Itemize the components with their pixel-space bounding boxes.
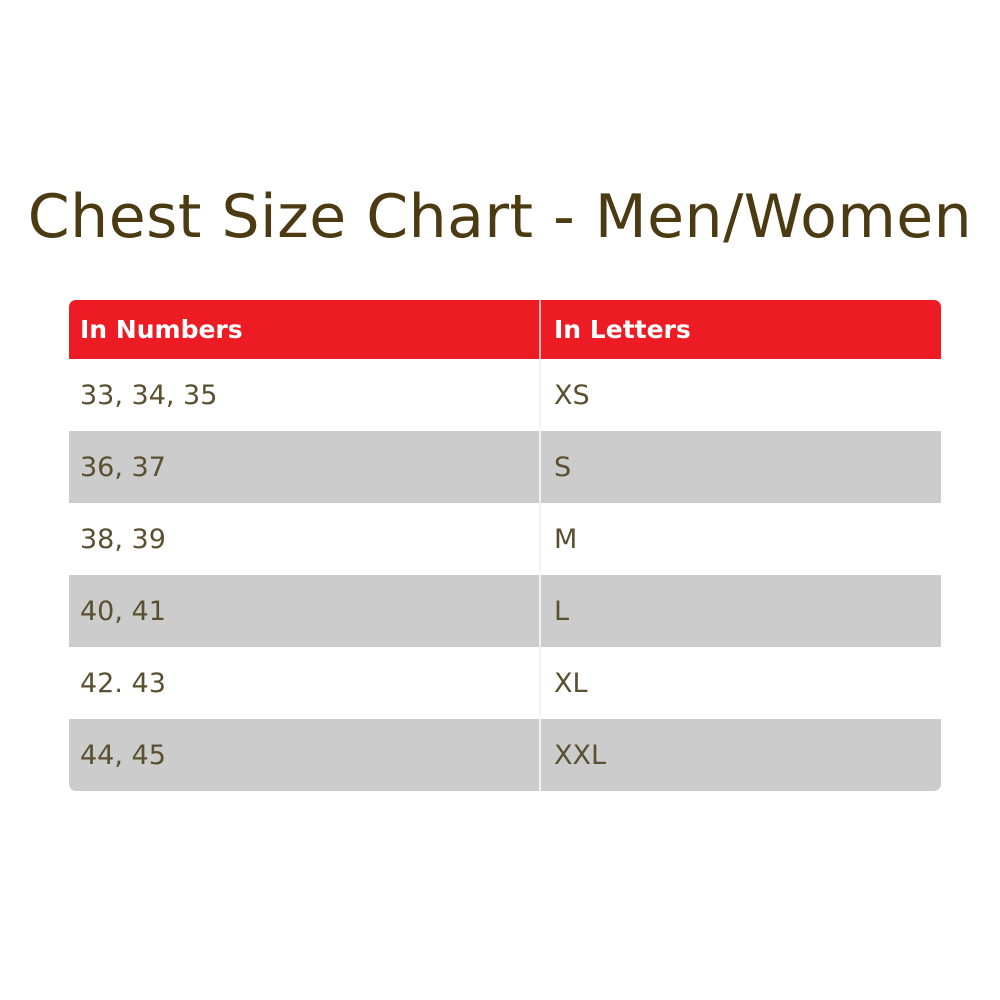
- numbers-cell: 33, 34, 35: [69, 359, 541, 431]
- letters-cell: XL: [554, 667, 588, 699]
- letters-cell: XXL: [554, 739, 607, 771]
- letters-cell: M: [554, 523, 578, 555]
- table-row: 36, 37 S: [69, 431, 941, 503]
- table-header: In Numbers In Letters: [69, 300, 941, 359]
- table-row: 38, 39 M: [69, 503, 941, 575]
- header-in-letters: In Letters: [554, 315, 691, 344]
- table-row: 44, 45 XXL: [69, 719, 941, 791]
- numbers-cell: 40, 41: [69, 575, 541, 647]
- page-title: Chest Size Chart - Men/Women: [27, 182, 973, 252]
- numbers-cell: 36, 37: [69, 431, 541, 503]
- header-in-numbers: In Numbers: [69, 300, 541, 359]
- numbers-cell: 38, 39: [69, 503, 541, 575]
- letters-cell: S: [554, 451, 572, 483]
- table-row: 33, 34, 35 XS: [69, 359, 941, 431]
- numbers-cell: 42. 43: [69, 647, 541, 719]
- table-row: 42. 43 XL: [69, 647, 941, 719]
- letters-cell: XS: [554, 379, 590, 411]
- size-table: In Numbers In Letters 33, 34, 35 XS 36, …: [69, 300, 941, 791]
- letters-cell: L: [554, 595, 570, 627]
- table-row: 40, 41 L: [69, 575, 941, 647]
- numbers-cell: 44, 45: [69, 719, 541, 791]
